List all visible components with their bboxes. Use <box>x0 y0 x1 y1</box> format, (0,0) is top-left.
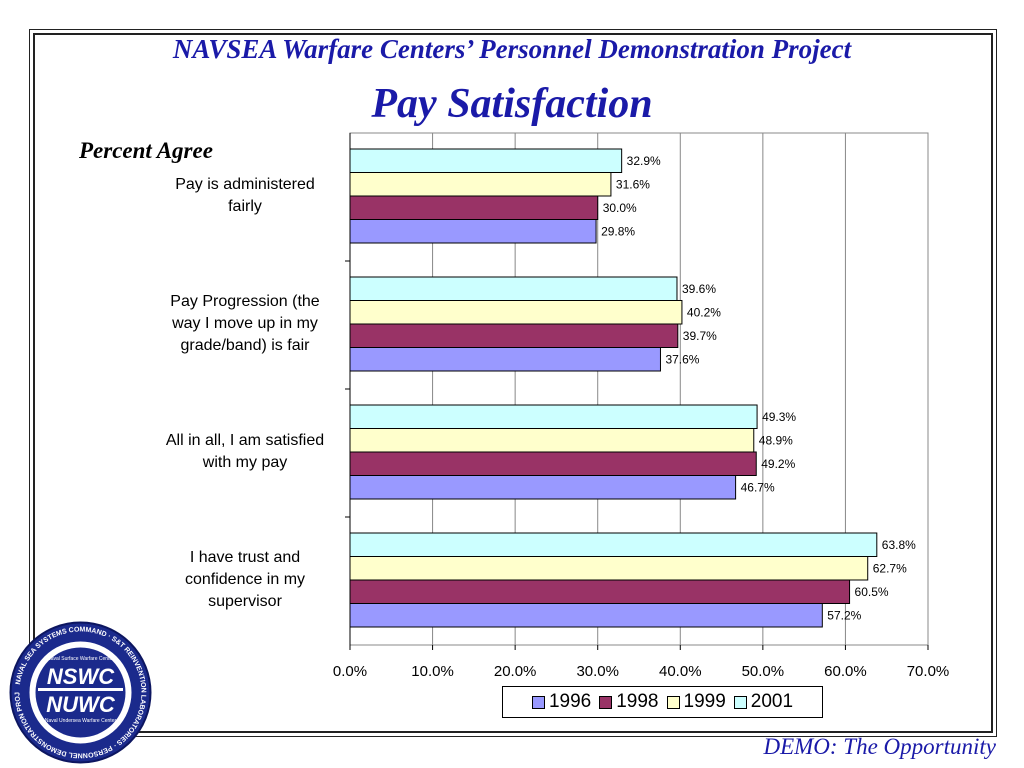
bar-1999 <box>349 428 755 453</box>
legend-swatch <box>599 695 613 709</box>
x-tick-label: 50.0% <box>742 663 785 680</box>
category-label-line: grade/band) is fair <box>180 337 310 354</box>
x-tick-label: 20.0% <box>494 663 537 680</box>
x-tick-label: 30.0% <box>576 663 619 680</box>
bar-1999 <box>349 556 869 581</box>
data-label: 39.6% <box>682 282 716 296</box>
x-tick-label: 60.0% <box>824 663 867 680</box>
data-label: 63.8% <box>882 538 916 552</box>
bar-1999 <box>349 172 612 197</box>
legend-swatch <box>733 695 747 709</box>
bar-1998 <box>349 451 757 476</box>
category-label: All in all, I am satisfied with my pay <box>140 430 350 474</box>
data-label: 48.9% <box>759 433 793 447</box>
data-label: 62.7% <box>873 561 907 575</box>
bar-1996 <box>349 219 597 244</box>
footer-tagline: DEMO: The Opportunity <box>763 734 996 759</box>
bar-2001 <box>349 532 878 557</box>
x-tick-label: 10.0% <box>411 663 454 680</box>
category-label-line: Pay is administered <box>175 176 315 193</box>
chart-title: Percent Agree <box>79 138 213 163</box>
category-label-line: Pay Progression (the <box>170 293 320 310</box>
logo-small-top: Naval Surface Warfare Center <box>47 656 114 662</box>
legend-label: 1999 <box>683 691 726 712</box>
logo-small-bottom: Naval Undersea Warfare Center <box>45 718 117 724</box>
bar-2001 <box>349 148 623 173</box>
slide-title: NAVSEA Warfare Centers’ Personnel Demons… <box>172 34 852 64</box>
category-label-line: supervisor <box>208 593 282 610</box>
slide-frame-outer <box>29 29 997 737</box>
logo-nswc-text: NSWC <box>47 664 115 689</box>
data-label: 32.9% <box>627 154 661 168</box>
category-label-line: I have trust and <box>189 549 301 566</box>
bar-1998 <box>349 323 679 348</box>
data-label: 30.0% <box>603 201 637 215</box>
category-label-line: confidence in my <box>184 571 306 588</box>
legend-label: 1998 <box>616 691 659 712</box>
chart-legend: 1996 1998 1999 2001 <box>502 686 823 718</box>
legend-item: 2001 <box>733 691 794 713</box>
data-label: 49.3% <box>762 410 796 424</box>
data-label: 31.6% <box>616 177 650 191</box>
data-label: 60.5% <box>855 585 889 599</box>
data-label: 39.7% <box>683 329 717 343</box>
category-label-line: with my pay <box>202 454 288 471</box>
legend-item: 1998 <box>599 691 659 713</box>
category-label: I have trust and confidence in my supervis… <box>140 547 350 613</box>
legend-item: 1999 <box>666 691 726 713</box>
bar-1998 <box>349 195 599 220</box>
legend-label: 1996 <box>548 691 592 712</box>
x-tick-label: 40.0% <box>659 663 702 680</box>
category-label-line: way I move up in my <box>172 315 318 332</box>
data-label: 29.8% <box>601 224 635 238</box>
data-label: 40.2% <box>687 305 721 319</box>
category-label-line: fairly <box>228 198 262 215</box>
bar-1996 <box>349 347 661 372</box>
bar-2001 <box>349 276 678 301</box>
data-label: 57.2% <box>827 608 861 622</box>
legend-swatch <box>531 695 545 709</box>
category-label-line: All in all, I am satisfied <box>165 432 325 449</box>
x-tick-label: 70.0% <box>907 663 950 680</box>
nswc-nuwc-seal-logo: NSWC NUWC Naval Surface Warfare Center N… <box>8 620 152 764</box>
category-label: Pay Progression (the way I move up in my g… <box>140 291 350 357</box>
bar-2001 <box>349 404 758 429</box>
legend-label: 2001 <box>750 691 794 712</box>
data-label: 49.2% <box>761 457 795 471</box>
bar-1996 <box>349 475 737 500</box>
bar-1998 <box>349 579 851 604</box>
slide-frame-inner <box>33 33 993 733</box>
bar-1996 <box>349 603 823 628</box>
x-tick-label: 0.0% <box>333 663 367 680</box>
slide-subtitle: Pay Satisfaction <box>371 81 653 127</box>
logo-nuwc-text: NUWC <box>46 692 116 717</box>
legend-swatch <box>666 695 680 709</box>
legend-item: 1996 <box>531 691 592 713</box>
category-label: Pay is administered fairly <box>140 174 350 218</box>
data-label: 46.7% <box>741 480 775 494</box>
data-label: 37.6% <box>665 352 699 366</box>
bar-1999 <box>349 300 683 325</box>
